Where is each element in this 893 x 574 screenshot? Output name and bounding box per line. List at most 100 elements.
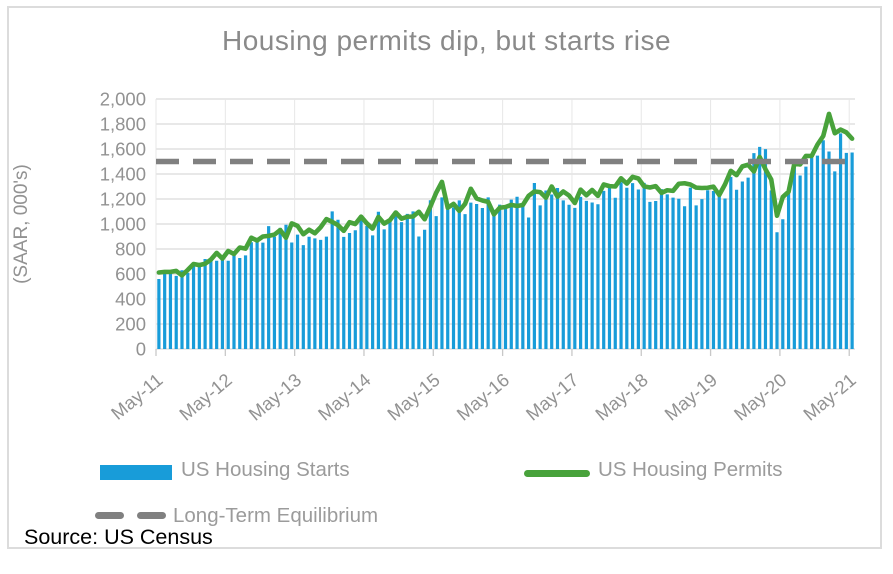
- y-tick-label: 1,000: [100, 214, 146, 235]
- housing-starts-bar: [215, 260, 219, 349]
- housing-starts-bar: [417, 236, 421, 349]
- housing-starts-bar: [590, 202, 594, 349]
- housing-starts-bar: [717, 194, 721, 350]
- housing-starts-bar: [648, 201, 652, 350]
- x-tick-label: May-15: [383, 369, 444, 425]
- housing-starts-bar: [613, 197, 617, 349]
- housing-starts-bar: [272, 236, 277, 349]
- housing-starts-bar: [457, 200, 461, 350]
- x-tick-label: May-13: [244, 369, 305, 425]
- housing-starts-bar: [734, 189, 739, 349]
- y-tick-label: 600: [115, 264, 146, 285]
- housing-starts-bar: [411, 211, 415, 350]
- housing-starts-bar: [290, 242, 294, 349]
- y-tick-label: 2,000: [100, 89, 146, 110]
- housing-starts-bar: [561, 200, 565, 350]
- housing-starts-bar: [671, 197, 675, 350]
- housing-starts-bar: [319, 239, 323, 350]
- y-tick-label: 400: [115, 289, 146, 310]
- housing-starts-bar: [440, 197, 444, 350]
- housing-starts-bar: [330, 211, 334, 350]
- housing-starts-bar: [740, 181, 744, 349]
- housing-starts-bar: [798, 175, 802, 349]
- housing-starts-bar: [792, 161, 796, 350]
- plot-area: 0 200 400 600 800 1,000 1,200 1,400 1,600 1,800 2,…: [11, 89, 860, 425]
- housing-starts-bar: [267, 226, 271, 350]
- x-tick-label: May-21: [799, 369, 860, 425]
- y-tick-label: 1,800: [100, 114, 146, 135]
- housing-starts-bar: [810, 157, 814, 349]
- housing-starts-bar: [723, 198, 727, 349]
- y-tick-label: 1,200: [100, 189, 146, 210]
- housing-starts-bar: [596, 204, 600, 349]
- housing-starts-bar: [654, 201, 658, 349]
- housing-starts-bar: [434, 216, 438, 350]
- housing-starts-bar: [498, 204, 502, 350]
- housing-starts-bar: [532, 183, 536, 349]
- housing-starts-bar: [446, 205, 450, 350]
- housing-starts-bar: [475, 204, 479, 349]
- housing-starts-bar: [711, 191, 716, 349]
- housing-starts-bar: [833, 171, 837, 350]
- legend-label-housing-starts: US Housing Starts: [181, 458, 350, 481]
- housing-starts-bar: [209, 259, 213, 349]
- housing-starts-bar: [163, 272, 167, 350]
- y-axis-title: (SAAR, 000's): [11, 164, 32, 284]
- housing-starts-bar: [694, 205, 698, 350]
- housing-starts-bar: [480, 208, 484, 349]
- housing-starts-bar: [573, 207, 577, 350]
- housing-starts-bar: [359, 216, 363, 350]
- housing-starts-bar: [636, 189, 640, 349]
- y-tick-label: 1,600: [100, 139, 146, 160]
- housing-starts-bar: [255, 241, 259, 350]
- housing-starts-bar: [538, 205, 542, 350]
- housing-starts-bar: [307, 236, 311, 349]
- housing-starts-bar: [191, 263, 196, 350]
- housing-starts-bar: [232, 254, 236, 349]
- y-tick-label: 800: [115, 239, 146, 260]
- housing-starts-bar: [284, 224, 288, 349]
- housing-starts-bar: [249, 242, 253, 349]
- housing-starts-bar: [521, 203, 525, 349]
- housing-starts-bar: [821, 140, 825, 349]
- y-tick-label: 0: [136, 339, 146, 360]
- y-tick-label: 1,400: [100, 164, 146, 185]
- y-tick-label: 200: [115, 314, 146, 335]
- housing-starts-bar: [515, 196, 519, 349]
- housing-starts-bar: [827, 151, 831, 349]
- housing-starts-bar: [353, 230, 357, 349]
- housing-starts-bar: [168, 271, 173, 350]
- housing-starts-bar: [197, 262, 201, 350]
- legend-swatch-equilibrium: [95, 512, 166, 519]
- housing-starts-bar: [758, 146, 762, 350]
- housing-starts-bar: [313, 238, 317, 350]
- housing-starts-bar: [602, 190, 606, 350]
- housing-starts-bar: [336, 219, 340, 349]
- housing-starts-bar: [399, 222, 404, 350]
- legend-label-housing-permits: US Housing Permits: [598, 458, 783, 481]
- housing-starts-bar: [763, 149, 768, 350]
- housing-starts-bar: [503, 208, 508, 349]
- housing-starts-bar: [394, 212, 398, 349]
- x-tick-label: May-11: [107, 369, 167, 424]
- housing-starts-bar: [567, 204, 571, 349]
- housing-starts-bar: [405, 213, 409, 350]
- housing-starts-bar: [815, 155, 820, 350]
- x-tick-label: May-17: [522, 369, 583, 425]
- housing-starts-bar: [186, 272, 190, 349]
- housing-starts-bar: [180, 270, 184, 349]
- x-tick-label: May-14: [314, 369, 375, 425]
- housing-starts-bar: [492, 209, 496, 350]
- housing-starts-bar: [203, 259, 207, 349]
- housing-starts-bar: [579, 196, 583, 350]
- housing-starts-bar: [463, 214, 467, 350]
- housing-starts-bar: [729, 176, 733, 350]
- x-tick-label: May-16: [452, 369, 513, 425]
- housing-starts-bar: [388, 220, 392, 349]
- legend-label-equilibrium: Long-Term Equilibrium: [173, 504, 379, 527]
- housing-starts-bar: [324, 236, 329, 350]
- housing-starts-bar: [243, 255, 248, 350]
- housing-starts-bar: [700, 199, 704, 350]
- housing-starts-bar: [423, 229, 427, 349]
- housing-permits-line: [156, 111, 855, 278]
